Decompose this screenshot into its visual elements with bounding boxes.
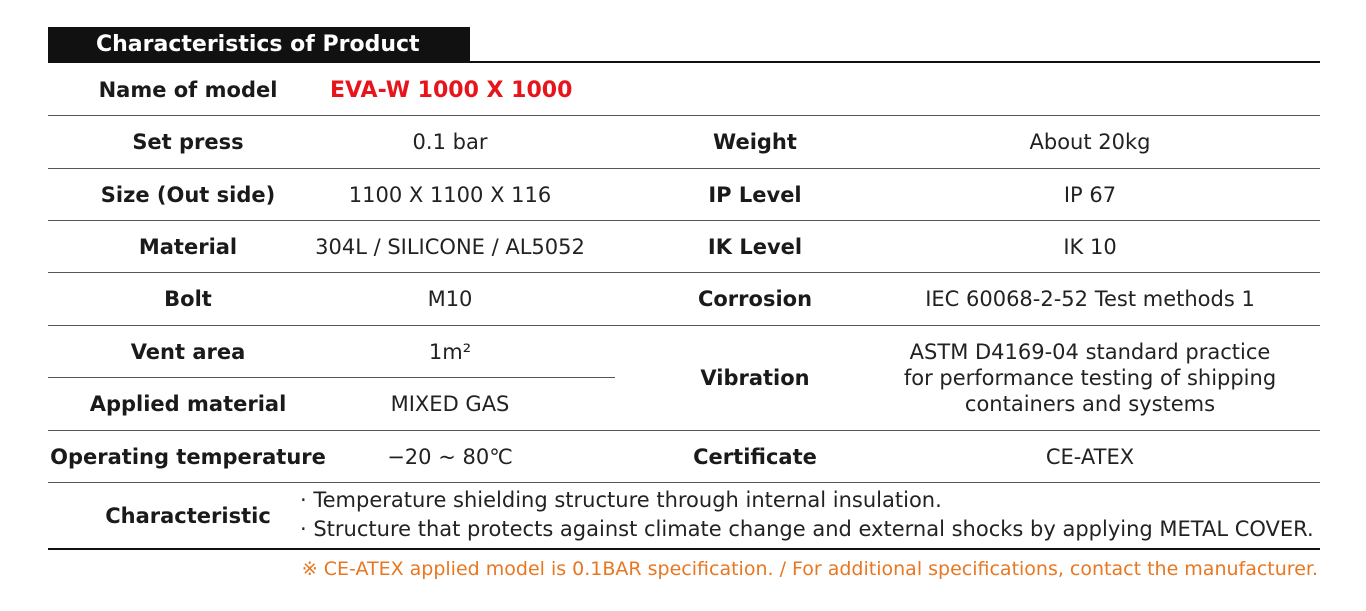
rule: [48, 272, 1320, 273]
label: Bolt: [164, 287, 212, 311]
label: IK Level: [707, 235, 803, 259]
label: Certificate: [693, 445, 817, 469]
label: Vent area: [130, 340, 246, 364]
value-line: for performance testing of shipping: [903, 366, 1277, 390]
label: Vibration: [700, 366, 810, 390]
value: About 20kg: [1029, 130, 1151, 154]
value: ASTM D4169-04 standard practice for perfo…: [880, 326, 1300, 430]
value-line: ASTM D4169-04 standard practice: [909, 340, 1271, 364]
rule: [48, 482, 1320, 483]
footnote: ※ CE-ATEX applied model is 0.1BAR specif…: [301, 558, 1318, 580]
rule: [48, 220, 1320, 221]
rule: [48, 548, 1320, 550]
label: Characteristic: [105, 503, 271, 528]
label: Set press: [132, 130, 244, 154]
label: Applied material: [89, 392, 287, 416]
label: Operating temperature: [50, 445, 326, 469]
label: IP Level: [708, 183, 802, 207]
rule: [48, 325, 1320, 326]
value: 304L / SILICONE / AL5052: [315, 235, 585, 259]
characteristic-item: · Temperature shielding structure throug…: [300, 488, 942, 512]
label: Corrosion: [697, 287, 813, 311]
value: 1100 X 1100 X 116: [348, 183, 552, 207]
characteristic-item: · Structure that protects against climat…: [300, 517, 1314, 541]
rule: [48, 430, 1320, 431]
value-line: containers and systems: [964, 392, 1216, 416]
value: IK 10: [1063, 235, 1117, 259]
rule: [48, 115, 1320, 116]
value: 0.1 bar: [412, 130, 488, 154]
value: IEC 60068-2-52 Test methods 1: [925, 287, 1255, 311]
rule: [48, 168, 1320, 169]
value: −20 ~ 80℃: [387, 445, 513, 469]
value: CE-ATEX: [1045, 445, 1135, 469]
value: 1m²: [428, 340, 472, 364]
label: Size (Out side): [100, 183, 276, 207]
label: Name of model: [98, 78, 278, 102]
section-title: Characteristics of Product: [48, 27, 470, 62]
value: IP 67: [1063, 183, 1117, 207]
rule: [48, 61, 1320, 63]
label: Material: [138, 235, 238, 259]
label: Weight: [713, 130, 797, 154]
rule: [48, 377, 615, 378]
value: MIXED GAS: [390, 392, 510, 416]
value: M10: [427, 287, 473, 311]
model-value: EVA-W 1000 X 1000: [330, 77, 573, 103]
